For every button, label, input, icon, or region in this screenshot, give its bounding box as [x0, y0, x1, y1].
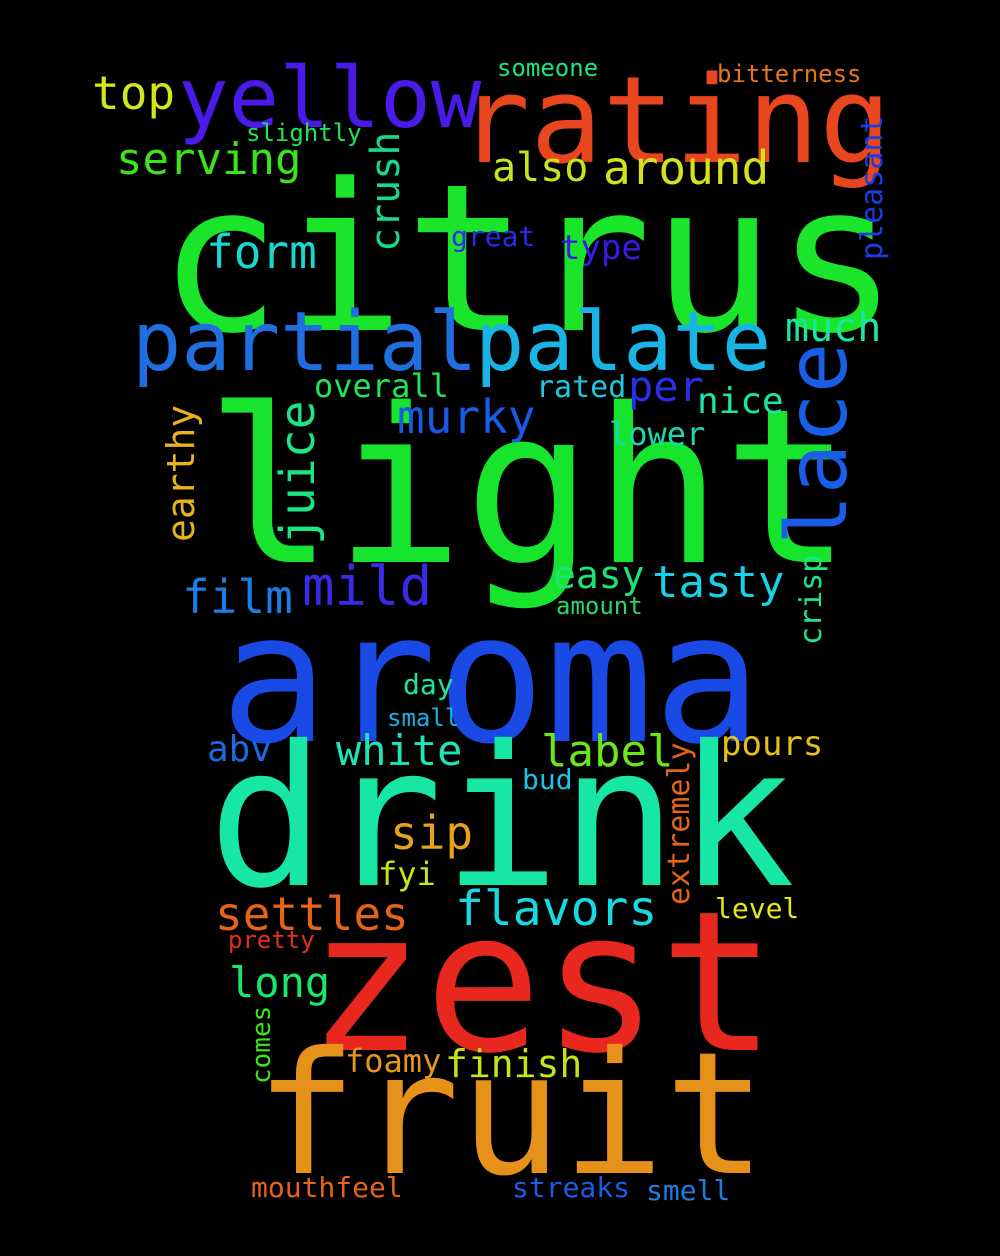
word-extremely: extremely [662, 742, 697, 905]
word-mild: mild [302, 555, 433, 618]
word-crush: crush [363, 131, 409, 252]
word-abv: abv [207, 729, 273, 770]
word-tasty: tasty [652, 557, 785, 608]
word-drink: drink [208, 704, 795, 931]
word-level: level [715, 892, 800, 925]
word-foamy: foamy [345, 1042, 442, 1080]
word-light: light [205, 362, 853, 613]
word-bud: bud [522, 763, 573, 796]
word-comes: comes [247, 1005, 277, 1084]
word-lower: lower [609, 415, 706, 453]
word-fruit: fruit [255, 1016, 767, 1214]
word-juice: juice [270, 400, 326, 546]
word-also: also [492, 145, 589, 191]
word-nice: nice [697, 381, 784, 422]
word-someone: someone [497, 54, 599, 82]
word-crisp: crisp [794, 554, 829, 645]
word-partial: partial [132, 295, 478, 390]
word-film: film [182, 570, 293, 624]
word-murky: murky [397, 390, 536, 444]
word-form: form [206, 225, 317, 279]
word-great: great [451, 220, 536, 253]
word-zest: zest [307, 869, 777, 1096]
word-easy: easy [553, 553, 645, 597]
word-earthy: earthy [159, 404, 203, 542]
word-serving: serving [116, 134, 302, 185]
word-smell: smell [646, 1174, 731, 1207]
word-finish: finish [445, 1042, 583, 1086]
word-citrus: citrus [158, 141, 899, 379]
word-overall: overall [314, 367, 449, 405]
word-aroma: aroma [220, 575, 762, 784]
word-lace: lace [768, 342, 866, 545]
word-mouthfeel: mouthfeel [251, 1171, 403, 1204]
word-long: long [229, 958, 331, 1007]
word-type: type [560, 228, 642, 268]
word-label: label [541, 726, 674, 777]
word-pleasant: pleasant [855, 115, 890, 261]
word-top: top [92, 66, 176, 120]
word-around: around [603, 141, 770, 195]
word-streaks: streaks [512, 1171, 631, 1204]
word-yellow: yellow [178, 49, 482, 147]
word-rating: rating [458, 52, 892, 191]
word-fyi: fyi [378, 855, 436, 893]
word-small: small [387, 704, 460, 732]
word-much: much [785, 305, 882, 351]
word-rated: rated [536, 370, 627, 405]
word-settles: settles [215, 887, 409, 941]
word-day: day [403, 668, 454, 701]
word-amount: amount [556, 592, 643, 620]
word-pours: pours [721, 724, 824, 764]
word-slightly: slightly [246, 119, 362, 147]
word-sip: sip [390, 806, 474, 860]
word-pretty: pretty [228, 926, 315, 954]
word-bitterness: bitterness [717, 60, 862, 88]
word-white: white [336, 726, 463, 775]
word-palate: palate [475, 295, 772, 390]
word-flavors: flavors [455, 881, 658, 937]
word-per: per [628, 362, 704, 411]
